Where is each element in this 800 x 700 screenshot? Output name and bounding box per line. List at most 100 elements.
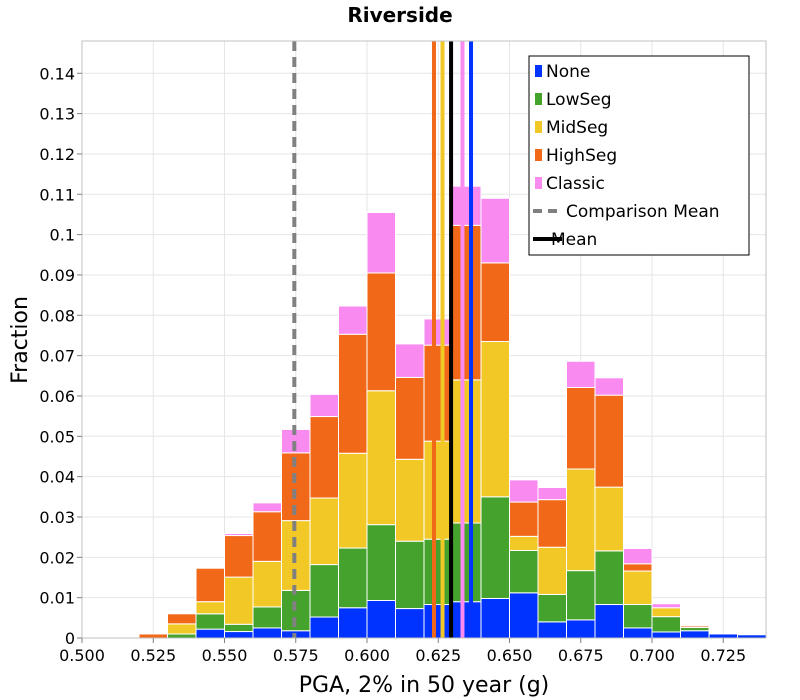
bar-none	[566, 619, 596, 639]
y-tick-label: 0.13	[39, 105, 75, 124]
x-tick-label: 0.725	[700, 646, 746, 665]
y-tick-label: 0.12	[39, 145, 75, 164]
x-tick-label: 0.625	[415, 646, 461, 665]
bar-lowseg	[651, 616, 681, 633]
bar-lowseg	[623, 604, 653, 629]
bar-classic	[395, 343, 425, 378]
y-tick-label: 0.1	[50, 226, 75, 245]
bar-none	[537, 621, 567, 639]
legend-label-lowseg: LowSeg	[546, 90, 612, 110]
legend-swatch-classic	[535, 177, 542, 189]
legend-swatch-lowseg	[535, 93, 542, 105]
x-tick-label: 0.525	[130, 646, 176, 665]
bar-highseg	[252, 511, 282, 562]
y-tick-label: 0.09	[39, 266, 75, 285]
bar-highseg	[338, 333, 368, 454]
bar-classic	[452, 185, 482, 226]
legend-label-highseg: HighSeg	[546, 146, 617, 166]
bar-midseg	[623, 570, 653, 606]
bar-classic	[252, 502, 282, 513]
bar-midseg	[594, 486, 624, 552]
chart-title: Riverside	[347, 3, 452, 27]
legend-swatch-midseg	[535, 121, 542, 133]
legend-box	[528, 55, 750, 256]
y-tick-label: 0.05	[39, 427, 75, 446]
bar-lowseg	[167, 633, 197, 639]
axis-ticks: 0.500 0.525 0.550 0.575 0.600 0.625 0.650 0.675…	[39, 64, 746, 665]
x-tick-label: 0.675	[558, 646, 604, 665]
y-tick-label: 0.03	[39, 508, 75, 527]
legend: None LowSeg MidSeg HighSeg Classic Comparison…	[528, 55, 750, 256]
bar-highseg	[195, 567, 225, 603]
x-tick-label: 0.700	[629, 646, 675, 665]
bar-lowseg	[195, 613, 225, 630]
bar-lowseg	[537, 593, 567, 623]
y-axis-label: Fraction	[8, 296, 33, 384]
bar-classic	[566, 360, 596, 389]
bar-midseg	[452, 379, 482, 524]
bar-classic	[366, 211, 396, 274]
bar-none	[423, 604, 453, 639]
bar-classic	[623, 547, 653, 565]
bar-midseg	[395, 458, 425, 542]
bar-highseg	[480, 262, 510, 343]
y-tick-label: 0.06	[39, 387, 75, 406]
bar-none	[509, 592, 539, 639]
bar-none	[338, 607, 368, 639]
y-tick-label: 0.11	[39, 185, 75, 204]
bar-none	[680, 630, 710, 639]
x-axis-label: PGA, 2% in 50 year (g)	[299, 673, 550, 698]
bar-highseg	[395, 376, 425, 460]
bar-midseg	[167, 623, 197, 635]
legend-label-none: None	[546, 62, 590, 82]
bar-classic	[509, 479, 539, 503]
bar-midseg	[338, 452, 368, 549]
bar-midseg	[537, 546, 567, 595]
bar-highseg	[366, 272, 396, 392]
bar-midseg	[509, 535, 539, 551]
bar-lowseg	[338, 547, 368, 609]
x-tick-label: 0.500	[59, 646, 105, 665]
bar-classic	[680, 624, 710, 627]
bar-none	[708, 633, 738, 639]
x-tick-label: 0.575	[273, 646, 319, 665]
legend-label-comparison-mean: Comparison Mean	[566, 202, 720, 222]
bar-none	[395, 608, 425, 639]
bar-highseg	[566, 387, 596, 470]
bar-midseg	[224, 576, 254, 625]
y-tick-label: 0.14	[39, 64, 75, 83]
bar-none	[651, 631, 681, 639]
legend-swatch-none	[535, 65, 542, 77]
bar-lowseg	[452, 522, 482, 603]
bar-lowseg	[395, 540, 425, 610]
bar-none	[594, 604, 624, 639]
bar-classic	[309, 393, 339, 418]
bar-highseg	[224, 535, 254, 578]
bar-none	[452, 601, 482, 639]
x-tick-label: 0.650	[487, 646, 533, 665]
bar-midseg	[651, 607, 681, 618]
bar-none	[480, 597, 510, 639]
y-tick-label: 0	[65, 629, 75, 648]
bar-lowseg	[480, 496, 510, 599]
y-tick-label: 0.08	[39, 306, 75, 325]
bar-lowseg	[309, 564, 339, 618]
bar-highseg	[537, 499, 567, 548]
bar-lowseg	[594, 550, 624, 606]
bar-classic	[423, 318, 453, 346]
bar-classic	[338, 305, 368, 335]
plot-area-frame	[81, 40, 767, 639]
legend-swatch-highseg	[535, 149, 542, 161]
legend-label-classic: Classic	[546, 174, 605, 194]
bar-midseg	[423, 440, 453, 540]
bar-midseg	[309, 497, 339, 566]
y-tick-label: 0.02	[39, 548, 75, 567]
bar-lowseg	[509, 549, 539, 594]
bar-lowseg	[423, 538, 453, 606]
bar-midseg	[480, 341, 510, 498]
bar-highseg	[309, 416, 339, 499]
bar-midseg	[366, 390, 396, 526]
bar-classic	[480, 197, 510, 264]
bar-classic	[594, 377, 624, 396]
